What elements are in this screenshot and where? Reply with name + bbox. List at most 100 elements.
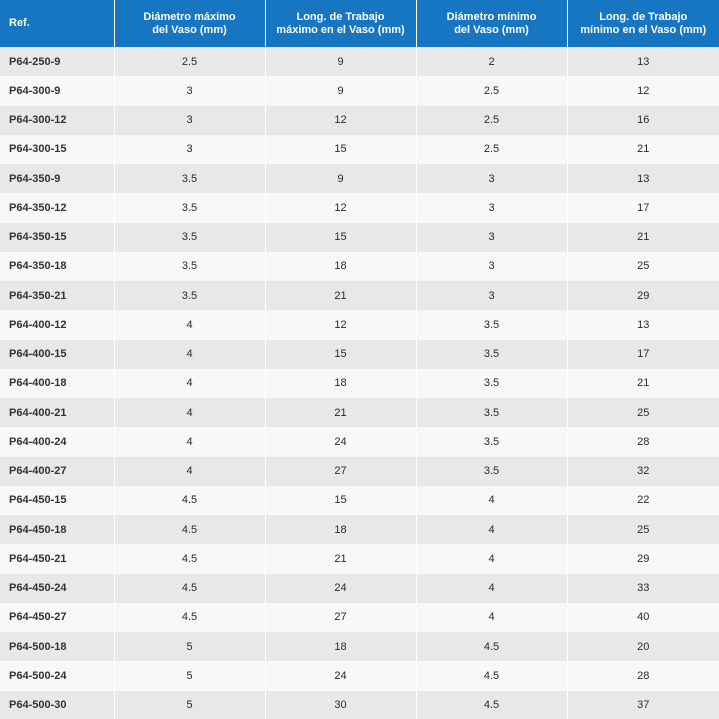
cell-max-working-length: 12: [265, 105, 417, 135]
cell-max-diameter: 4: [114, 427, 266, 457]
cell-min-diameter: 4: [416, 485, 568, 515]
cell-max-working-length: 9: [265, 164, 417, 194]
cell-max-working-length: 18: [265, 515, 417, 545]
cell-max-diameter: 2.5: [114, 47, 266, 77]
header-max-working-length-line1: Long. de Trabajo: [296, 10, 385, 23]
cell-min-working-length: 28: [567, 661, 719, 691]
cell-ref: P64-300-12: [0, 105, 115, 135]
cell-min-working-length: 22: [567, 485, 719, 515]
cell-min-diameter: 2.5: [416, 76, 568, 106]
cell-ref: P64-450-15: [0, 485, 115, 515]
cell-ref: P64-300-9: [0, 76, 115, 106]
cell-max-working-length: 12: [265, 310, 417, 340]
cell-max-working-length: 9: [265, 47, 417, 77]
cell-max-diameter: 3: [114, 105, 266, 135]
cell-min-diameter: 4: [416, 515, 568, 545]
cell-min-diameter: 4.5: [416, 632, 568, 662]
table-row: P64-500-30 5 30 4.5 37: [0, 690, 719, 719]
cell-max-working-length: 9: [265, 76, 417, 106]
table-row: P64-300-12 3 12 2.5 16: [0, 105, 719, 135]
table-row: P64-300-9 3 9 2.5 12: [0, 76, 719, 106]
table-body: P64-250-9 2.5 9 2 13 P64-300-9 3 9 2.5 12 P64-300-…: [0, 47, 719, 719]
cell-min-working-length: 12: [567, 76, 719, 106]
table-row: P64-350-15 3.5 15 3 21: [0, 222, 719, 252]
table-row: P64-500-18 5 18 4.5 20: [0, 632, 719, 662]
cell-min-working-length: 21: [567, 134, 719, 164]
cell-max-working-length: 21: [265, 398, 417, 428]
cell-max-diameter: 4: [114, 368, 266, 398]
cell-ref: P64-450-24: [0, 573, 115, 603]
table-row: P64-400-15 4 15 3.5 17: [0, 339, 719, 369]
cell-ref: P64-450-27: [0, 602, 115, 632]
cell-max-working-length: 24: [265, 573, 417, 603]
cell-min-diameter: 3.5: [416, 368, 568, 398]
cell-min-working-length: 17: [567, 193, 719, 223]
cell-min-diameter: 3.5: [416, 310, 568, 340]
cell-ref: P64-300-15: [0, 134, 115, 164]
cell-max-diameter: 3.5: [114, 193, 266, 223]
cell-min-diameter: 4: [416, 602, 568, 632]
cell-max-diameter: 4: [114, 398, 266, 428]
cell-min-working-length: 40: [567, 602, 719, 632]
cell-min-diameter: 3: [416, 193, 568, 223]
table-row: P64-400-27 4 27 3.5 32: [0, 456, 719, 486]
cell-max-working-length: 24: [265, 661, 417, 691]
table-row: P64-400-24 4 24 3.5 28: [0, 427, 719, 457]
table-header: Ref. Diámetro máximo del Vaso (mm) Long.…: [0, 0, 719, 47]
table-row: P64-350-9 3.5 9 3 13: [0, 164, 719, 194]
cell-max-diameter: 4.5: [114, 515, 266, 545]
header-max-diameter-line2: del Vaso (mm): [152, 23, 227, 36]
cell-min-working-length: 21: [567, 222, 719, 252]
cell-max-diameter: 5: [114, 661, 266, 691]
cell-min-working-length: 16: [567, 105, 719, 135]
table-row: P64-250-9 2.5 9 2 13: [0, 47, 719, 77]
cell-min-diameter: 4: [416, 544, 568, 574]
cell-min-working-length: 17: [567, 339, 719, 369]
cell-max-diameter: 5: [114, 632, 266, 662]
cell-max-diameter: 4.5: [114, 485, 266, 515]
cell-min-diameter: 3.5: [416, 339, 568, 369]
table-row: P64-450-27 4.5 27 4 40: [0, 602, 719, 632]
header-row: Ref. Diámetro máximo del Vaso (mm) Long.…: [0, 0, 719, 47]
cell-max-working-length: 30: [265, 690, 417, 719]
cell-max-diameter: 3.5: [114, 251, 266, 281]
cell-min-working-length: 25: [567, 251, 719, 281]
cell-ref: P64-500-30: [0, 690, 115, 719]
cell-ref: P64-400-24: [0, 427, 115, 457]
header-min-diameter-line2: del Vaso (mm): [454, 23, 529, 36]
header-max-diameter: Diámetro máximo del Vaso (mm): [114, 0, 266, 47]
header-min-working-length: Long. de Trabajo mínimo en el Vaso (mm): [567, 0, 719, 47]
cell-max-working-length: 18: [265, 368, 417, 398]
cell-max-working-length: 24: [265, 427, 417, 457]
cell-ref: P64-350-18: [0, 251, 115, 281]
cell-min-working-length: 29: [567, 281, 719, 311]
cell-min-diameter: 3: [416, 222, 568, 252]
table-row: P64-400-12 4 12 3.5 13: [0, 310, 719, 340]
cell-ref: P64-400-12: [0, 310, 115, 340]
cell-max-diameter: 3.5: [114, 164, 266, 194]
cell-max-working-length: 15: [265, 134, 417, 164]
header-min-diameter-line1: Diámetro mínimo: [446, 10, 537, 23]
cell-min-working-length: 25: [567, 515, 719, 545]
header-ref-label: Ref.: [9, 17, 30, 29]
header-min-working-length-line2: mínimo en el Vaso (mm): [580, 23, 707, 36]
cell-max-working-length: 21: [265, 544, 417, 574]
cell-max-diameter: 3.5: [114, 281, 266, 311]
cell-max-diameter: 4.5: [114, 573, 266, 603]
cell-min-working-length: 33: [567, 573, 719, 603]
cell-max-diameter: 3.5: [114, 222, 266, 252]
cell-max-diameter: 4: [114, 339, 266, 369]
table-row: P64-450-18 4.5 18 4 25: [0, 515, 719, 545]
cell-ref: P64-400-21: [0, 398, 115, 428]
cell-min-diameter: 3.5: [416, 398, 568, 428]
table-row: P64-450-21 4.5 21 4 29: [0, 544, 719, 574]
cell-ref: P64-400-18: [0, 368, 115, 398]
cell-min-diameter: 3.5: [416, 427, 568, 457]
table-row: P64-500-24 5 24 4.5 28: [0, 661, 719, 691]
cell-min-working-length: 13: [567, 164, 719, 194]
cell-max-diameter: 4: [114, 456, 266, 486]
cell-min-diameter: 2.5: [416, 105, 568, 135]
cell-min-working-length: 29: [567, 544, 719, 574]
cell-min-diameter: 2: [416, 47, 568, 77]
cell-max-diameter: 5: [114, 690, 266, 719]
